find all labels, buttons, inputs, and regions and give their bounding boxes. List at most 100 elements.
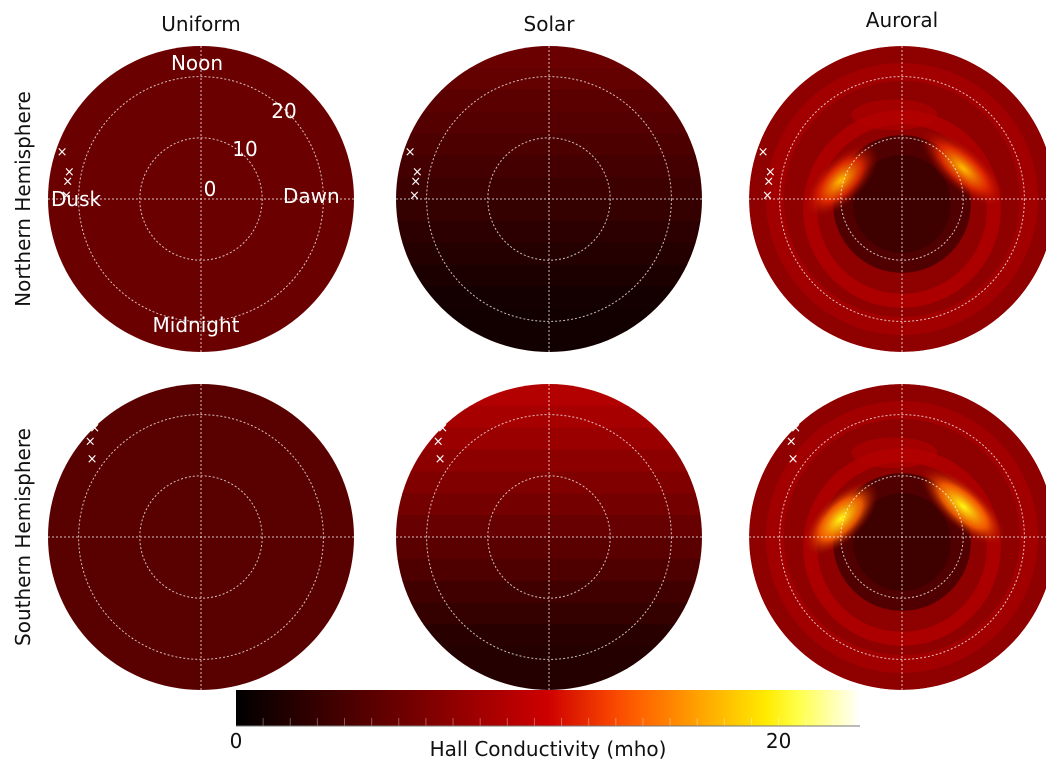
radial-gridline-20	[779, 76, 1025, 322]
conductivity-band	[396, 89, 702, 113]
station-marker: ×	[763, 174, 774, 189]
auroral-oval-outer	[766, 63, 1038, 335]
station-marker: ×	[431, 364, 442, 379]
station-marker: ×	[412, 165, 423, 180]
column-title-solar: Solar	[524, 12, 576, 36]
station-marker: ×	[83, 364, 94, 379]
radial-gridline-10	[139, 137, 263, 261]
panel-solar-south: ××××××	[396, 335, 702, 690]
station-marker: ×	[758, 145, 769, 160]
station-marker: ×	[444, 335, 455, 350]
radial-tick-20: 20	[271, 99, 296, 123]
column-title-uniform: Uniform	[161, 12, 241, 36]
station-marker: ×	[784, 364, 795, 379]
radial-gridline-20	[78, 414, 324, 660]
dusk-label: Dusk	[51, 187, 101, 211]
station-marker: ×	[380, 74, 391, 89]
station-marker: ×	[394, 123, 405, 138]
conductivity-band	[396, 330, 702, 352]
station-marker: ×	[733, 74, 744, 89]
station-marker: ×	[32, 74, 43, 89]
station-marker: ×	[765, 165, 776, 180]
station-marker: ×	[440, 394, 451, 409]
station-marker: ×	[85, 435, 96, 450]
conductivity-band	[396, 624, 702, 648]
conductivity-band	[396, 286, 702, 310]
station-marker: ×	[433, 435, 444, 450]
panel-auroral-south: ××××××	[749, 335, 1046, 690]
station-marker: ×	[793, 394, 804, 409]
panel-auroral-north: ×××××××××××××	[733, 8, 1046, 352]
station-marker: ×	[743, 35, 754, 50]
conductivity-band	[396, 668, 702, 690]
station-marker: ×	[87, 452, 98, 467]
radial-gridline-20	[426, 414, 672, 660]
station-marker: ×	[786, 435, 797, 450]
station-marker: ×	[790, 421, 801, 436]
colorbar: 0 20 Hall Conductivity (mho)	[230, 690, 860, 759]
station-marker: ×	[46, 123, 57, 138]
colorbar-label: Hall Conductivity (mho)	[430, 737, 667, 759]
midnight-label: Midnight	[153, 313, 240, 337]
radial-gridline-10	[139, 475, 263, 599]
station-marker: ×	[435, 452, 446, 467]
colorbar-minor-ticks	[262, 718, 834, 726]
column-title-auroral: Auroral	[866, 8, 938, 32]
colorbar-tick-20: 20	[766, 729, 791, 753]
row-title-southern: Southern Hemisphere	[11, 428, 35, 646]
station-marker: ×	[390, 35, 401, 50]
station-marker: ×	[410, 174, 421, 189]
station-marker: ×	[32, 46, 43, 61]
panel-solar-north: ×××××××××××××	[380, 8, 702, 352]
station-marker: ×	[45, 8, 56, 23]
auroral-enhancement-noon	[851, 437, 938, 469]
station-marker: ×	[437, 421, 448, 436]
station-marker: ×	[733, 46, 744, 61]
conductivity-band	[396, 133, 702, 157]
row-title-northern: Northern Hemisphere	[11, 91, 35, 307]
auroral-oval-outer	[766, 401, 1038, 673]
station-marker: ×	[405, 145, 416, 160]
auroral-enhancement-dawn	[919, 128, 1007, 209]
station-marker: ×	[737, 90, 748, 105]
conductivity-band	[396, 177, 702, 200]
station-marker: ×	[96, 335, 107, 350]
auroral-enhancement-dusk	[802, 480, 880, 557]
radial-gridline-20	[78, 76, 324, 322]
auroral-enhancement-noon	[851, 99, 938, 131]
conductivity-band	[396, 220, 702, 244]
panel-uniform-north: ×××××××××××××	[32, 8, 354, 352]
station-marker: ×	[89, 421, 100, 436]
station-marker: ×	[380, 46, 391, 61]
station-marker: ×	[797, 335, 808, 350]
conductivity-band	[396, 558, 702, 582]
station-marker: ×	[61, 188, 72, 203]
station-marker: ×	[747, 123, 758, 138]
radial-tick-10: 10	[232, 137, 257, 161]
station-marker: ×	[57, 145, 68, 160]
conductivity-band	[396, 515, 702, 538]
station-marker: ×	[42, 35, 53, 50]
panel-uniform-south: ××××××	[48, 335, 354, 690]
radial-gridline-10	[840, 137, 964, 261]
station-marker: ×	[92, 394, 103, 409]
auroral-enhancement-dawn	[919, 466, 1007, 547]
station-marker: ×	[36, 90, 47, 105]
conductivity-band	[396, 46, 702, 69]
station-marker: ×	[64, 165, 75, 180]
station-marker: ×	[762, 188, 773, 203]
colorbar-gradient	[236, 690, 860, 726]
auroral-enhancement-dusk	[802, 142, 880, 219]
radial-tick-0: 0	[204, 177, 217, 201]
colorbar-tick-0: 0	[230, 729, 243, 753]
station-marker: ×	[788, 452, 799, 467]
panel-grid: ××××××××××××××××××××××××××××××××××××××××…	[32, 8, 1046, 690]
conductivity-band	[396, 427, 702, 451]
noon-label: Noon	[171, 51, 223, 75]
radial-gridline-10	[487, 475, 611, 599]
radial-gridline-20	[779, 414, 1025, 660]
station-marker: ×	[393, 8, 404, 23]
station-marker: ×	[384, 90, 395, 105]
radial-gridline-20	[426, 76, 672, 322]
